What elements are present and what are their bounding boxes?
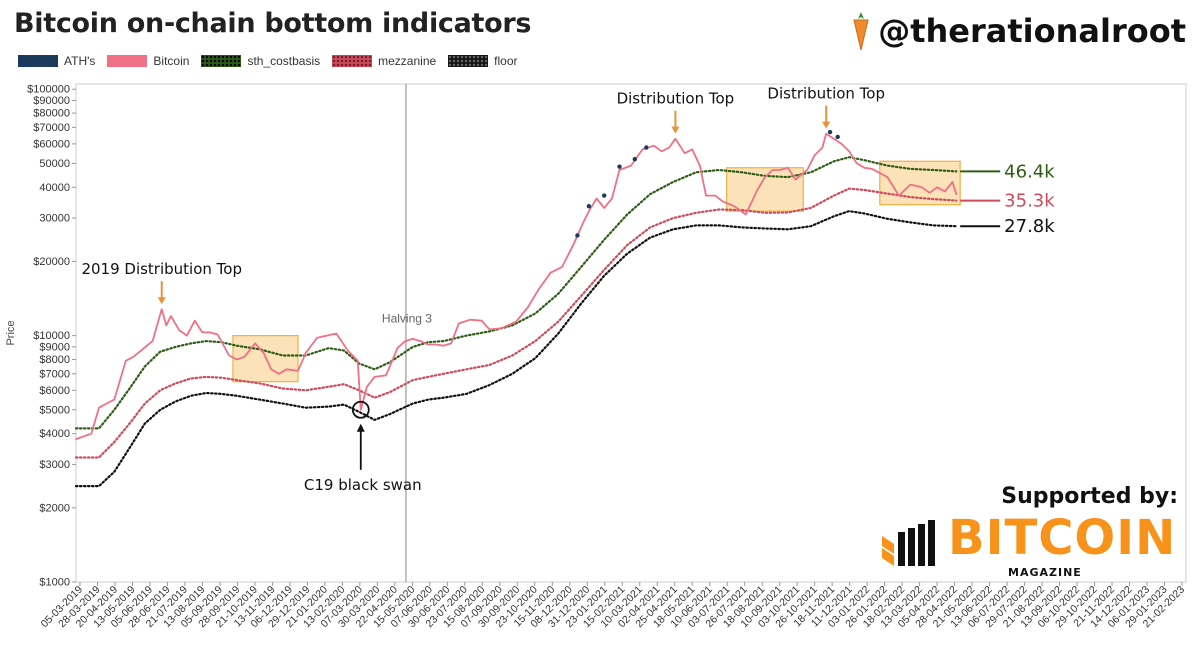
legend-swatch <box>107 55 148 67</box>
legend-item-floor[interactable]: floor <box>448 54 518 68</box>
y-tick-label: $6000 <box>39 385 70 397</box>
ath-point <box>835 134 840 140</box>
ath-point <box>644 145 649 150</box>
series-line-floor <box>74 210 958 488</box>
y-tick-label: $20000 <box>33 256 70 268</box>
y-tick-label: 30000 <box>39 213 70 225</box>
chart-title: Bitcoin on-chain bottom indicators <box>14 8 532 39</box>
y-tick-label: $4000 <box>39 428 70 440</box>
y-tick-label: 40000 <box>39 182 70 194</box>
y-tick-label: $80000 <box>33 108 70 120</box>
bitcoin-wordmark: BITCOIN <box>948 510 1177 566</box>
legend-label: sth_costbasis <box>247 54 321 68</box>
legend-swatch <box>448 55 489 67</box>
legend-item-sth[interactable]: sth_costbasis <box>201 54 320 68</box>
magazine-wordmark: MAGAZINE <box>1008 566 1082 579</box>
c19-circle <box>351 400 370 419</box>
y-tick-label: $9000 <box>39 341 70 353</box>
annotation-label: Distribution Top <box>767 85 885 103</box>
legend-label: ATH's <box>64 54 96 68</box>
legend-swatch <box>18 55 58 67</box>
bitcoin-magazine-mark-icon <box>882 520 935 566</box>
legend-swatch <box>332 55 373 67</box>
end-label-floor: 27.8k <box>1004 216 1055 237</box>
ath-point <box>617 164 622 169</box>
carrot-icon <box>853 12 869 51</box>
y-tick-label: $100000 <box>27 84 70 96</box>
y-tick-label: $3000 <box>39 459 70 471</box>
series-line-bitcoin <box>75 132 958 440</box>
legend-item-mezzanine[interactable]: mezzanine <box>332 54 436 68</box>
series-line-mezzanine <box>74 187 958 459</box>
end-label-sthcostbasis: 46.4k <box>1004 161 1055 182</box>
legend-item-bitcoin[interactable]: Bitcoin <box>107 54 189 68</box>
handle-text: @therationalroot <box>878 12 1186 50</box>
y-tick-label: $1000 <box>39 577 70 589</box>
author-handle: @therationalroot <box>848 10 1186 52</box>
y-tick-label: 50000 <box>39 158 70 170</box>
legend-item-ath[interactable]: ATH's <box>18 54 95 68</box>
ath-point <box>827 129 833 135</box>
supported-by-label: Supported by: <box>1001 484 1178 509</box>
legend-label: mezzanine <box>378 54 437 68</box>
ath-point <box>602 193 607 198</box>
bitcoin-magazine-logo: BITCOIN MAGAZINE <box>880 510 1180 590</box>
ath-point <box>575 233 580 238</box>
annotation-label: 2019 Distribution Top <box>81 260 242 278</box>
annotation-arrowhead <box>822 121 831 129</box>
y-tick-label: $8000 <box>39 354 70 366</box>
y-tick-label: $90000 <box>33 95 70 107</box>
legend-label: floor <box>494 54 518 68</box>
y-tick-label: $60000 <box>33 138 70 150</box>
annotation-label: Distribution Top <box>617 90 735 108</box>
plot-frame <box>75 83 1187 583</box>
y-axis-label: Price <box>5 320 17 345</box>
annotation-arrowhead <box>356 423 365 432</box>
legend-swatch <box>201 55 242 67</box>
annotation-arrowhead <box>671 126 680 134</box>
ath-point <box>632 156 638 162</box>
y-tick-label: $10000 <box>33 330 70 342</box>
annotation-label: C19 black swan <box>304 476 422 494</box>
y-tick-label: $7000 <box>39 368 70 380</box>
y-tick-label: $2000 <box>39 502 70 514</box>
y-tick-label: $70000 <box>33 122 70 134</box>
halving-label: Halving 3 <box>382 312 432 326</box>
y-tick-label: $5000 <box>39 404 70 416</box>
chart-legend: ATH's Bitcoin sth_costbasis mezzanine fl… <box>18 54 518 68</box>
legend-label: Bitcoin <box>153 54 190 68</box>
end-label-mezzanine: 35.3k <box>1004 191 1055 212</box>
annotation-arrowhead <box>157 297 166 305</box>
series-line-sthcostbasis <box>74 156 958 430</box>
ath-point <box>586 204 592 209</box>
